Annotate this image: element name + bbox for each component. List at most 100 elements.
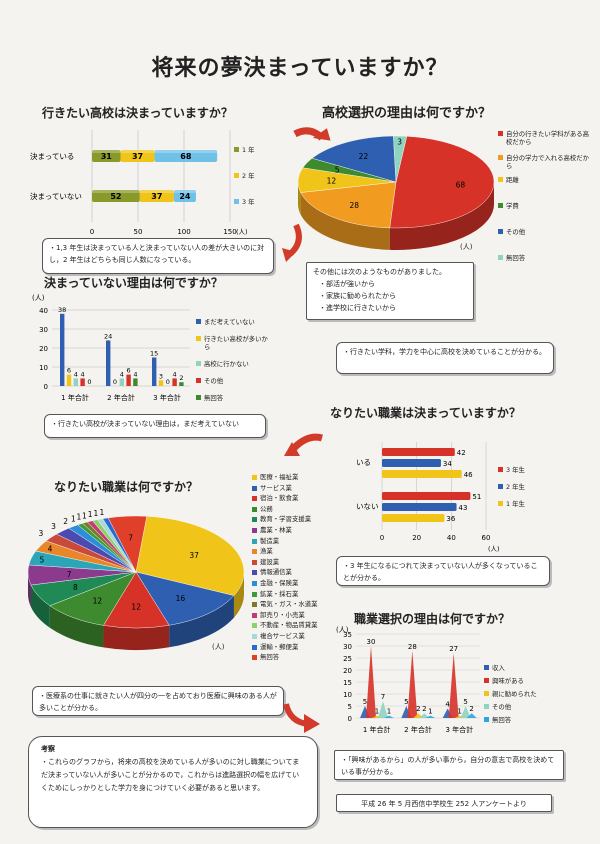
legend-label: 教育・学習支援業: [260, 515, 312, 524]
legend-swatch: [498, 467, 503, 472]
legend-item: 農業・林業: [252, 526, 318, 534]
y-tick-label: 10: [343, 691, 352, 699]
data-label: 38: [58, 306, 66, 314]
bar-highlight: [139, 190, 174, 193]
legend-item: 学費: [498, 202, 594, 210]
category-label: 2 年合計: [107, 393, 135, 402]
legend-item: 情報通信業: [252, 569, 318, 576]
bar: [92, 190, 140, 202]
data-label: 1: [387, 708, 391, 716]
chart6-legend: 収入 興味がある 親に勧められた その他 無回答: [484, 664, 537, 729]
legend-item: 1 年生: [498, 500, 525, 508]
legend-swatch: [252, 549, 257, 555]
legend-label: 2 年: [242, 172, 255, 180]
bar: [133, 378, 138, 386]
chart3-title: 決まっていない理由は何ですか？: [44, 276, 223, 290]
bar: [382, 448, 455, 456]
legend-label: 不動産・物品賃貸業: [260, 621, 318, 630]
legend-item: 興味がある: [484, 677, 537, 685]
data-label: 6: [127, 367, 131, 375]
data-label: 4: [81, 370, 85, 378]
category-label: 2 年合計: [404, 725, 432, 734]
y-tick-label: 0: [44, 383, 48, 391]
data-label: 2: [179, 374, 183, 382]
chart1-legend: 1 年 2 年 3 年: [234, 146, 255, 224]
legend-label: まだ考えていない: [204, 318, 255, 326]
y-tick-label: 5: [348, 703, 352, 711]
chart6-title: 職業選択の理由は何ですか？: [354, 612, 511, 626]
legend-item: 無回答: [252, 654, 318, 661]
data-label: 7: [128, 533, 133, 542]
legend-label: 電気・ガス・水道業: [260, 600, 318, 609]
chart1-unit: (人): [236, 228, 248, 236]
chart2-title: 高校選択の理由は何ですか？: [322, 106, 492, 121]
chart3-legend: まだ考えていない 行きたい高校が多いから 高校に行かない その他 無回答: [196, 318, 268, 411]
legend-swatch: [498, 229, 503, 234]
bar: [173, 190, 196, 202]
arrow-icon: [284, 433, 323, 456]
legend-label: 情報通信業: [260, 568, 292, 577]
data-label: 1: [457, 708, 461, 716]
legend-swatch: [252, 538, 257, 544]
area-peak: [448, 653, 459, 718]
data-label: 4: [133, 370, 137, 378]
legend-item: 3 年生: [498, 466, 525, 474]
legend-swatch: [196, 378, 201, 383]
chart2: 68 28 12 5 22 3: [297, 135, 495, 250]
y-tick-label: 30: [343, 643, 352, 651]
legend-item: 運輸・郵便業: [252, 643, 318, 651]
pie-slice: [135, 516, 245, 596]
data-label: 37: [132, 152, 143, 161]
legend-label: 2 年生: [506, 483, 525, 491]
legend-item: 医療・福祉業: [252, 474, 318, 481]
area-peak: [466, 713, 477, 718]
page-title: 将来の夢決まっていますか？: [151, 56, 449, 81]
legend-label: 1 年生: [506, 500, 525, 508]
pie-slice: [389, 136, 495, 229]
bar: [66, 374, 72, 386]
bar: [106, 340, 111, 386]
chart4-unit: (人): [488, 545, 500, 553]
legend-label: 公務: [260, 504, 273, 513]
legend-swatch: [252, 602, 257, 608]
data-label: 37: [189, 551, 199, 560]
legend-swatch: [252, 591, 257, 597]
legend-item: 行きたい高校が多いから: [196, 335, 268, 351]
data-label: 3: [39, 529, 44, 538]
data-label: 4: [173, 370, 177, 378]
pie-slice-side: [300, 192, 390, 250]
legend-label: 自分の行きたい学科がある高校だから: [506, 130, 590, 146]
legend-swatch: [498, 177, 503, 182]
conclusion-box: 考察 ・これらのグラフから，将来の高校を決めている人が多いのに対し職業についてま…: [28, 736, 318, 828]
data-label: 5: [463, 698, 467, 706]
legend-swatch: [252, 623, 257, 629]
legend-swatch: [498, 203, 503, 208]
data-label: 3: [51, 522, 56, 531]
legend-item: 教育・学習支援業: [252, 516, 318, 523]
legend-item: 電気・ガス・水道業: [252, 601, 318, 608]
bar-highlight: [154, 150, 218, 153]
legend-swatch: [234, 147, 239, 152]
x-tick-label: 60: [482, 534, 491, 542]
legend-swatch: [252, 655, 257, 661]
legend-swatch: [252, 633, 257, 639]
area-peak: [366, 646, 376, 718]
data-label: 7: [381, 693, 385, 701]
legend-label: 宿泊・飲食業: [260, 494, 299, 503]
legend-label: 鉱業・採石業: [260, 589, 299, 598]
data-label: 2: [416, 705, 420, 713]
arrow-icon: [282, 223, 302, 262]
note-6: ・医療系の仕事に就きたい人が四分の一を占めており医療に興味のある人が多いことが分…: [32, 686, 284, 716]
legend-label: 無回答: [492, 716, 512, 724]
legend-label: 無回答: [506, 254, 526, 262]
legend-label: 無回答: [260, 653, 280, 662]
category-label: 決まっていない: [30, 191, 82, 201]
category-label: 決まっている: [30, 151, 74, 161]
y-tick-label: 35: [343, 631, 352, 639]
pie-slice: [135, 571, 235, 626]
legend-item: 金融・保険業: [252, 579, 318, 587]
data-label: 12: [327, 177, 337, 186]
bar: [80, 378, 85, 386]
chart1-title: 行きたい高校は決まっていますか？: [42, 106, 233, 120]
